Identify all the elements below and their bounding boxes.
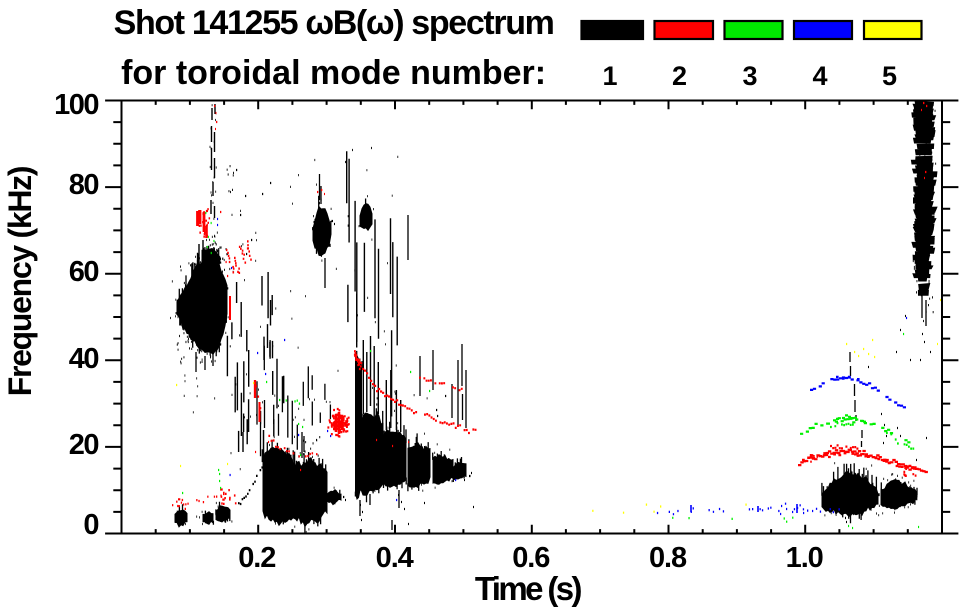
svg-text:Frequency (kHz): Frequency (kHz) xyxy=(2,166,38,396)
